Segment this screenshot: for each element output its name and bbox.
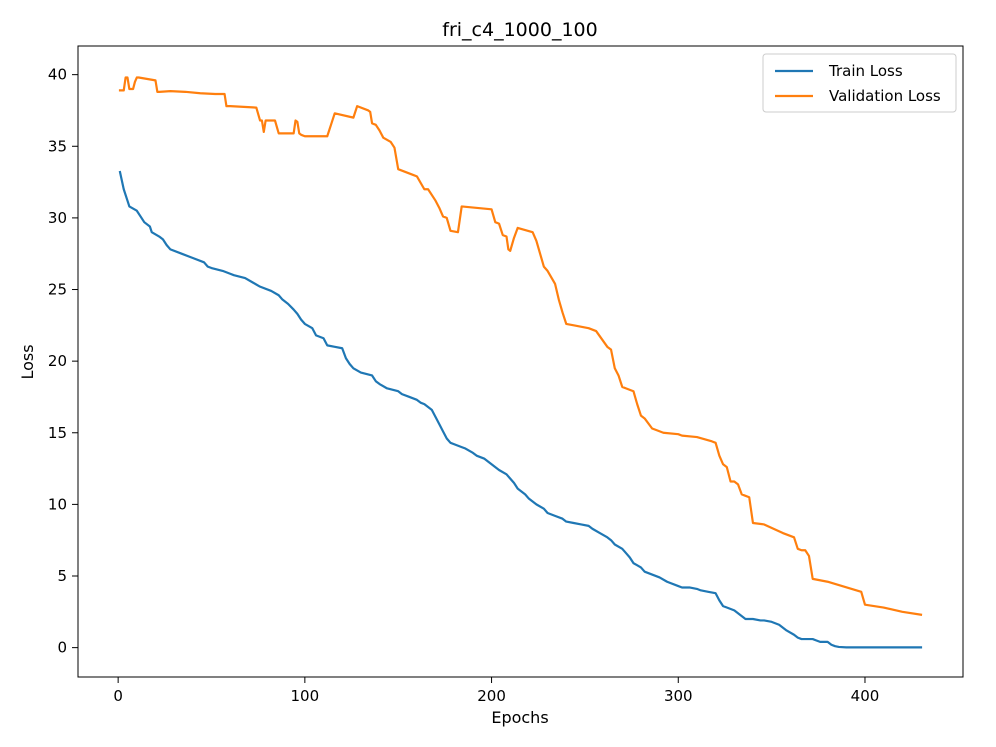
y-tick-label: 35 xyxy=(48,137,67,155)
x-tick-label: 0 xyxy=(113,687,123,705)
x-tick-label: 300 xyxy=(664,687,693,705)
y-axis: 0 5 10 15 20 25 30 35 40 xyxy=(48,66,78,657)
x-tick-label: 400 xyxy=(851,687,880,705)
plot-frame xyxy=(77,45,964,678)
x-axis-label: Epochs xyxy=(491,708,548,727)
legend: Train Loss Validation Loss xyxy=(762,53,957,113)
y-tick-label: 30 xyxy=(48,209,67,227)
y-tick-label: 0 xyxy=(57,639,67,657)
series-layer xyxy=(118,76,923,649)
x-tick-label: 100 xyxy=(291,687,320,705)
chart-title: fri_c4_1000_100 xyxy=(442,19,597,41)
legend-label-validation: Validation Loss xyxy=(829,87,941,105)
legend-label-train: Train Loss xyxy=(828,62,903,80)
x-tick-label: 200 xyxy=(477,687,506,705)
validation-loss-line xyxy=(118,76,923,616)
y-tick-label: 25 xyxy=(48,281,67,299)
y-tick-label: 5 xyxy=(57,567,67,585)
y-tick-label: 40 xyxy=(48,66,67,84)
y-axis-label: Loss xyxy=(18,344,37,379)
y-tick-label: 15 xyxy=(48,424,67,442)
train-loss-line xyxy=(118,170,923,649)
y-tick-label: 20 xyxy=(48,352,67,370)
legend-box xyxy=(762,53,957,113)
y-tick-label: 10 xyxy=(48,495,67,513)
x-axis: 0 100 200 300 400 xyxy=(113,677,879,705)
